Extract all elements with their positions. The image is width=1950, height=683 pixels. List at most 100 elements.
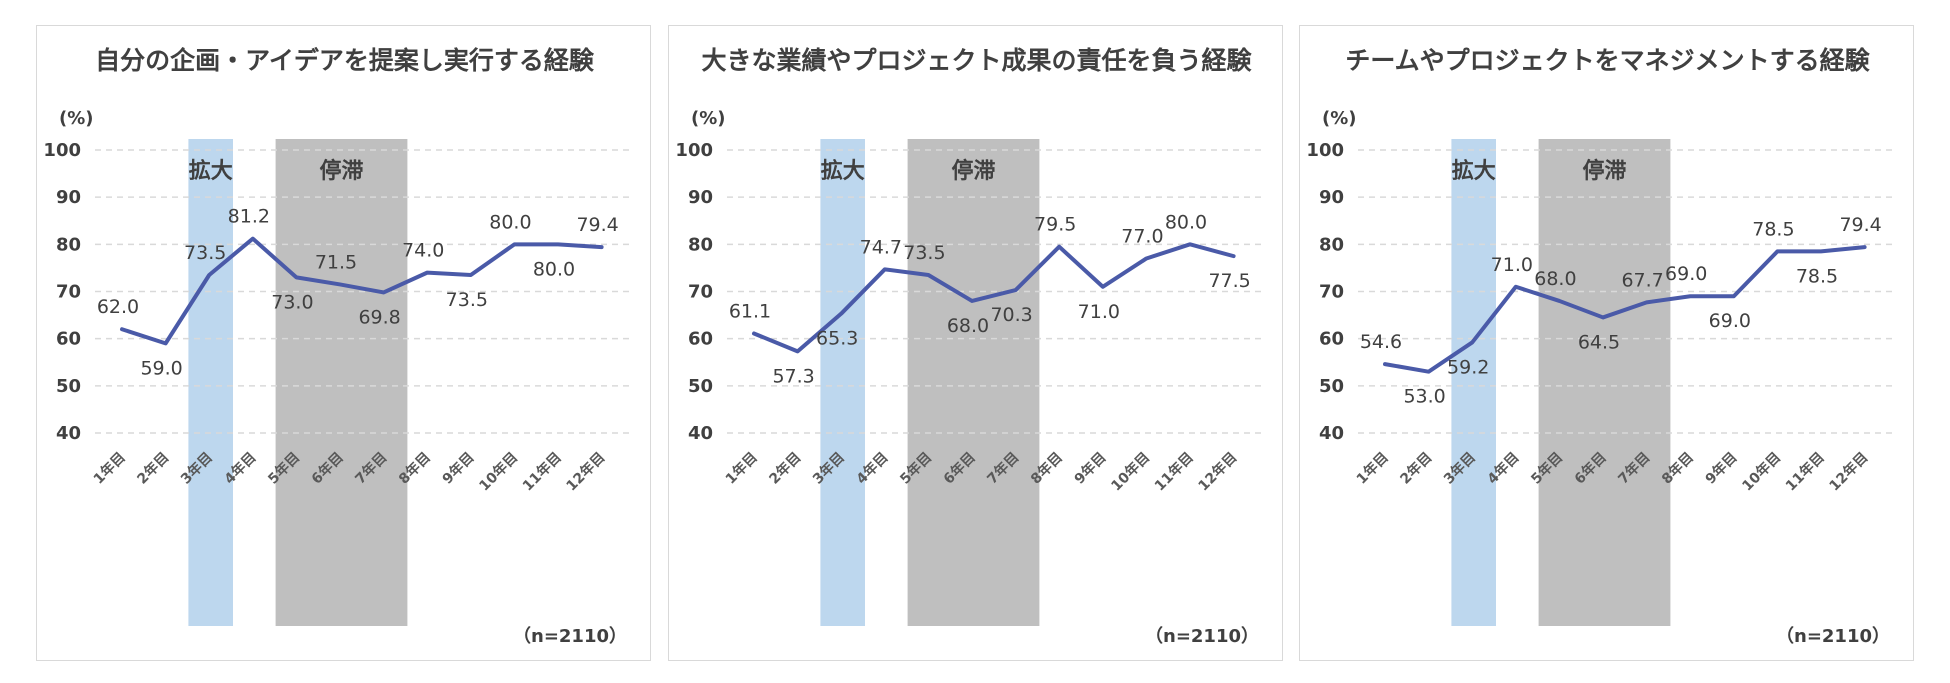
data-label: 79.4: [576, 214, 618, 236]
x-tick-label: 11年目: [1782, 449, 1828, 495]
y-tick-label: 90: [688, 187, 713, 208]
sample-size-note: （n=2110）: [1145, 626, 1259, 647]
chart-1-svg: 自分の企画・アイデアを提案し実行する経験 (%) 拡大 停滞 40 50 60 70 80 90 1…: [43, 46, 632, 647]
data-label: 77.5: [1208, 270, 1250, 292]
series-line: [1383, 245, 1867, 374]
band-stagnation: [275, 139, 408, 626]
data-label: 53.0: [1403, 386, 1445, 408]
y-tick-label: 90: [56, 187, 81, 208]
data-label: 69.0: [1665, 263, 1707, 285]
y-tick-label: 40: [1319, 423, 1344, 444]
data-label: 74.0: [402, 240, 444, 262]
data-label: 65.3: [816, 328, 858, 350]
y-tick-label: 60: [1319, 329, 1344, 350]
chart-panel-3: チームやプロジェクトをマネジメントする経験 (%) 拡大 停滞 40 50 60 70 80 90…: [1299, 25, 1914, 661]
data-label: 70.3: [990, 304, 1032, 326]
data-label: 71.0: [1491, 254, 1533, 276]
data-label: 81.2: [228, 206, 270, 228]
data-label: 78.5: [1752, 218, 1794, 240]
y-tick-label: 70: [688, 282, 713, 303]
data-label: 77.0: [1121, 225, 1163, 247]
y-tick-label: 70: [1319, 282, 1344, 303]
y-tick-label: 40: [688, 423, 713, 444]
y-tick-label: 100: [1306, 140, 1344, 161]
data-label: 80.0: [489, 211, 531, 233]
x-tick-label: 12年目: [1195, 449, 1241, 495]
data-label: 62.0: [97, 296, 139, 318]
x-tick-label: 10年目: [1108, 449, 1154, 495]
chart-title: 自分の企画・アイデアを提案し実行する経験: [95, 46, 595, 75]
data-label: 64.5: [1578, 331, 1620, 353]
band-label: 停滞: [1582, 158, 1626, 184]
x-tick-label: 12年目: [563, 449, 609, 495]
data-label: 69.8: [358, 306, 400, 328]
x-tick-label: 1年目: [722, 449, 761, 488]
sample-size-note: （n=2110）: [513, 626, 627, 647]
chart-panel-2: 大きな業績やプロジェクト成果の責任を負う経験 (%) 拡大 停滞 40 50 60 70 80 9…: [668, 25, 1283, 661]
data-label: 69.0: [1709, 310, 1751, 332]
x-tick-label: 1年目: [90, 449, 129, 488]
chart-3-svg: チームやプロジェクトをマネジメントする経験 (%) 拡大 停滞 40 50 60 70 80 90…: [1306, 46, 1895, 647]
band-label: 停滞: [319, 158, 363, 184]
data-label: 71.5: [315, 251, 357, 273]
band-stagnation: [907, 139, 1040, 626]
data-label: 59.0: [140, 357, 182, 379]
y-tick-label: 100: [43, 140, 81, 161]
y-tick-label: 80: [56, 234, 81, 255]
chart-title: チームやプロジェクトをマネジメントする経験: [1345, 46, 1870, 75]
y-tick-label: 80: [1319, 234, 1344, 255]
data-label: 73.5: [446, 289, 488, 311]
y-tick-label: 40: [56, 423, 81, 444]
band-expansion: [188, 139, 233, 626]
band-stagnation: [1538, 139, 1671, 626]
x-tick-label: 11年目: [1151, 449, 1197, 495]
y-tick-label: 80: [688, 234, 713, 255]
series-line: [752, 242, 1236, 354]
y-tick-label: 60: [56, 329, 81, 350]
data-label: 61.1: [729, 300, 771, 322]
data-label: 71.0: [1078, 301, 1120, 323]
band-label: 拡大: [821, 159, 865, 184]
data-label: 68.0: [947, 315, 989, 337]
band-label: 拡大: [1452, 159, 1496, 184]
data-label: 78.5: [1796, 265, 1838, 287]
data-label: 74.7: [860, 236, 902, 258]
x-tick-label: 9年目: [439, 449, 478, 488]
data-label: 73.5: [184, 242, 226, 264]
x-tick-label: 2年目: [134, 449, 173, 488]
x-tick-label: 9年目: [1702, 449, 1741, 488]
x-tick-label: 10年目: [1739, 449, 1785, 495]
band-label: 拡大: [189, 159, 233, 184]
data-label: 54.6: [1360, 331, 1402, 353]
y-tick-label: 70: [56, 282, 81, 303]
x-tick-label: 1年目: [1353, 449, 1392, 488]
data-label: 79.4: [1839, 214, 1881, 236]
data-label: 80.0: [533, 258, 575, 280]
sample-size-note: （n=2110）: [1776, 626, 1890, 647]
data-label: 73.0: [271, 291, 313, 313]
chart-panel-1: 自分の企画・アイデアを提案し実行する経験 (%) 拡大 停滞 40 50 60 70 80 90 1…: [36, 25, 651, 661]
y-unit-label: (%): [691, 108, 726, 129]
data-label: 68.0: [1534, 268, 1576, 290]
data-label: 73.5: [903, 242, 945, 264]
y-tick-label: 50: [1319, 376, 1344, 397]
band-label: 停滞: [951, 158, 995, 184]
series-line: [120, 236, 604, 346]
band-expansion: [820, 139, 865, 626]
data-label: 80.0: [1165, 211, 1207, 233]
y-tick-label: 50: [56, 376, 81, 397]
x-tick-label: 10年目: [476, 449, 522, 495]
band-expansion: [1451, 139, 1496, 626]
chart-2-svg: 大きな業績やプロジェクト成果の責任を負う経験 (%) 拡大 停滞 40 50 60 70 80 9…: [675, 46, 1264, 647]
y-tick-label: 100: [675, 140, 713, 161]
y-unit-label: (%): [59, 108, 94, 129]
data-label: 67.7: [1621, 269, 1663, 291]
data-label: 57.3: [772, 365, 814, 387]
x-tick-label: 2年目: [766, 449, 805, 488]
y-tick-label: 60: [688, 329, 713, 350]
y-unit-label: (%): [1322, 108, 1357, 129]
data-label: 79.5: [1034, 214, 1076, 236]
x-tick-label: 12年目: [1826, 449, 1872, 495]
y-tick-label: 50: [688, 376, 713, 397]
x-tick-label: 2年目: [1397, 449, 1436, 488]
